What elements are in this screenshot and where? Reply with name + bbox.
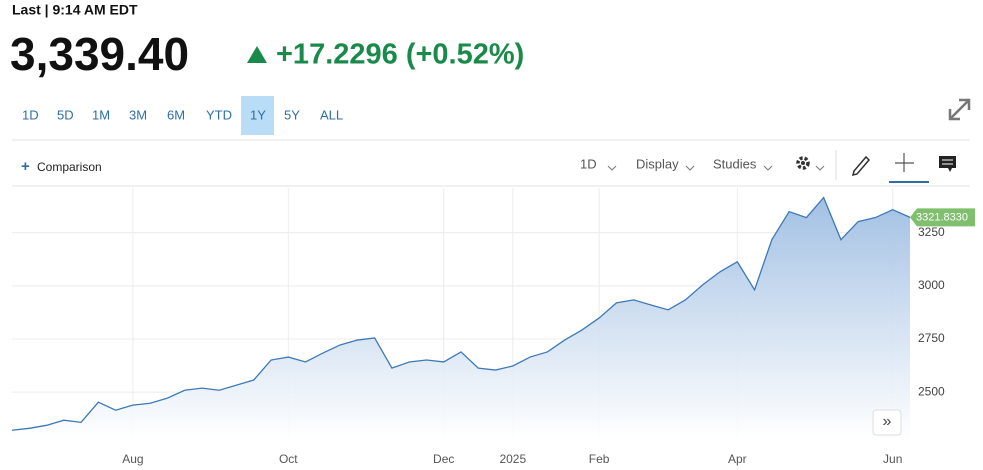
scroll-button[interactable] bbox=[872, 409, 902, 436]
draw-icon[interactable] bbox=[851, 155, 871, 177]
x-tick-label: 2025 bbox=[499, 452, 526, 466]
studies-button[interactable]: Studies bbox=[713, 156, 757, 171]
display-button[interactable]: Display bbox=[636, 156, 679, 171]
price: 3,339.40 bbox=[10, 28, 189, 80]
last-price-tag bbox=[910, 208, 975, 227]
expand-icon[interactable] bbox=[948, 98, 971, 121]
price-line bbox=[11, 196, 911, 431]
range-button[interactable]: ALL bbox=[320, 107, 343, 122]
change: +17.2296 (+0.52%) bbox=[276, 39, 524, 71]
y-tick-label: 3000 bbox=[918, 278, 945, 292]
settings-icon[interactable] bbox=[796, 156, 810, 170]
active-tab bbox=[889, 181, 929, 183]
caret bbox=[763, 165, 773, 171]
range-button[interactable]: 3M bbox=[129, 107, 147, 122]
range-button[interactable]: 5Y bbox=[284, 107, 300, 122]
x-tick-label: Feb bbox=[589, 452, 610, 466]
range-button[interactable]: 1M bbox=[92, 107, 110, 122]
selected-range-bg bbox=[241, 96, 274, 135]
caret bbox=[815, 165, 825, 171]
range-button[interactable]: 1D bbox=[22, 107, 39, 122]
caret bbox=[685, 165, 695, 171]
x-tick-label: Apr bbox=[728, 452, 747, 466]
y-tick-label: 2750 bbox=[918, 331, 945, 345]
crosshair-icon[interactable] bbox=[895, 153, 914, 172]
x-tick-label: Aug bbox=[122, 452, 143, 466]
x-tick-label: Dec bbox=[433, 452, 454, 466]
comment-lines bbox=[942, 159, 953, 165]
up-arrow bbox=[247, 46, 267, 63]
range-button[interactable]: YTD bbox=[206, 107, 232, 122]
scroll-icon: » bbox=[883, 413, 892, 430]
comparison-button[interactable]: Comparison bbox=[37, 160, 102, 174]
caret bbox=[607, 165, 617, 171]
x-tick-label: Oct bbox=[279, 452, 298, 466]
last-price-label: 3321.8330 bbox=[916, 211, 968, 223]
area bbox=[12, 197, 910, 440]
interval-button[interactable]: 1D bbox=[580, 156, 597, 171]
x-tick-label: Jun bbox=[883, 452, 902, 466]
y-tick-label: 2500 bbox=[918, 384, 945, 398]
range-button[interactable]: 5D bbox=[57, 107, 74, 122]
range-button[interactable]: 6M bbox=[167, 107, 185, 122]
range-button[interactable]: 1Y bbox=[250, 107, 266, 122]
status: Last | 9:14 AM EDT bbox=[12, 2, 138, 18]
y-tick-label: 3250 bbox=[918, 225, 945, 239]
plus-icon: + bbox=[21, 158, 30, 175]
